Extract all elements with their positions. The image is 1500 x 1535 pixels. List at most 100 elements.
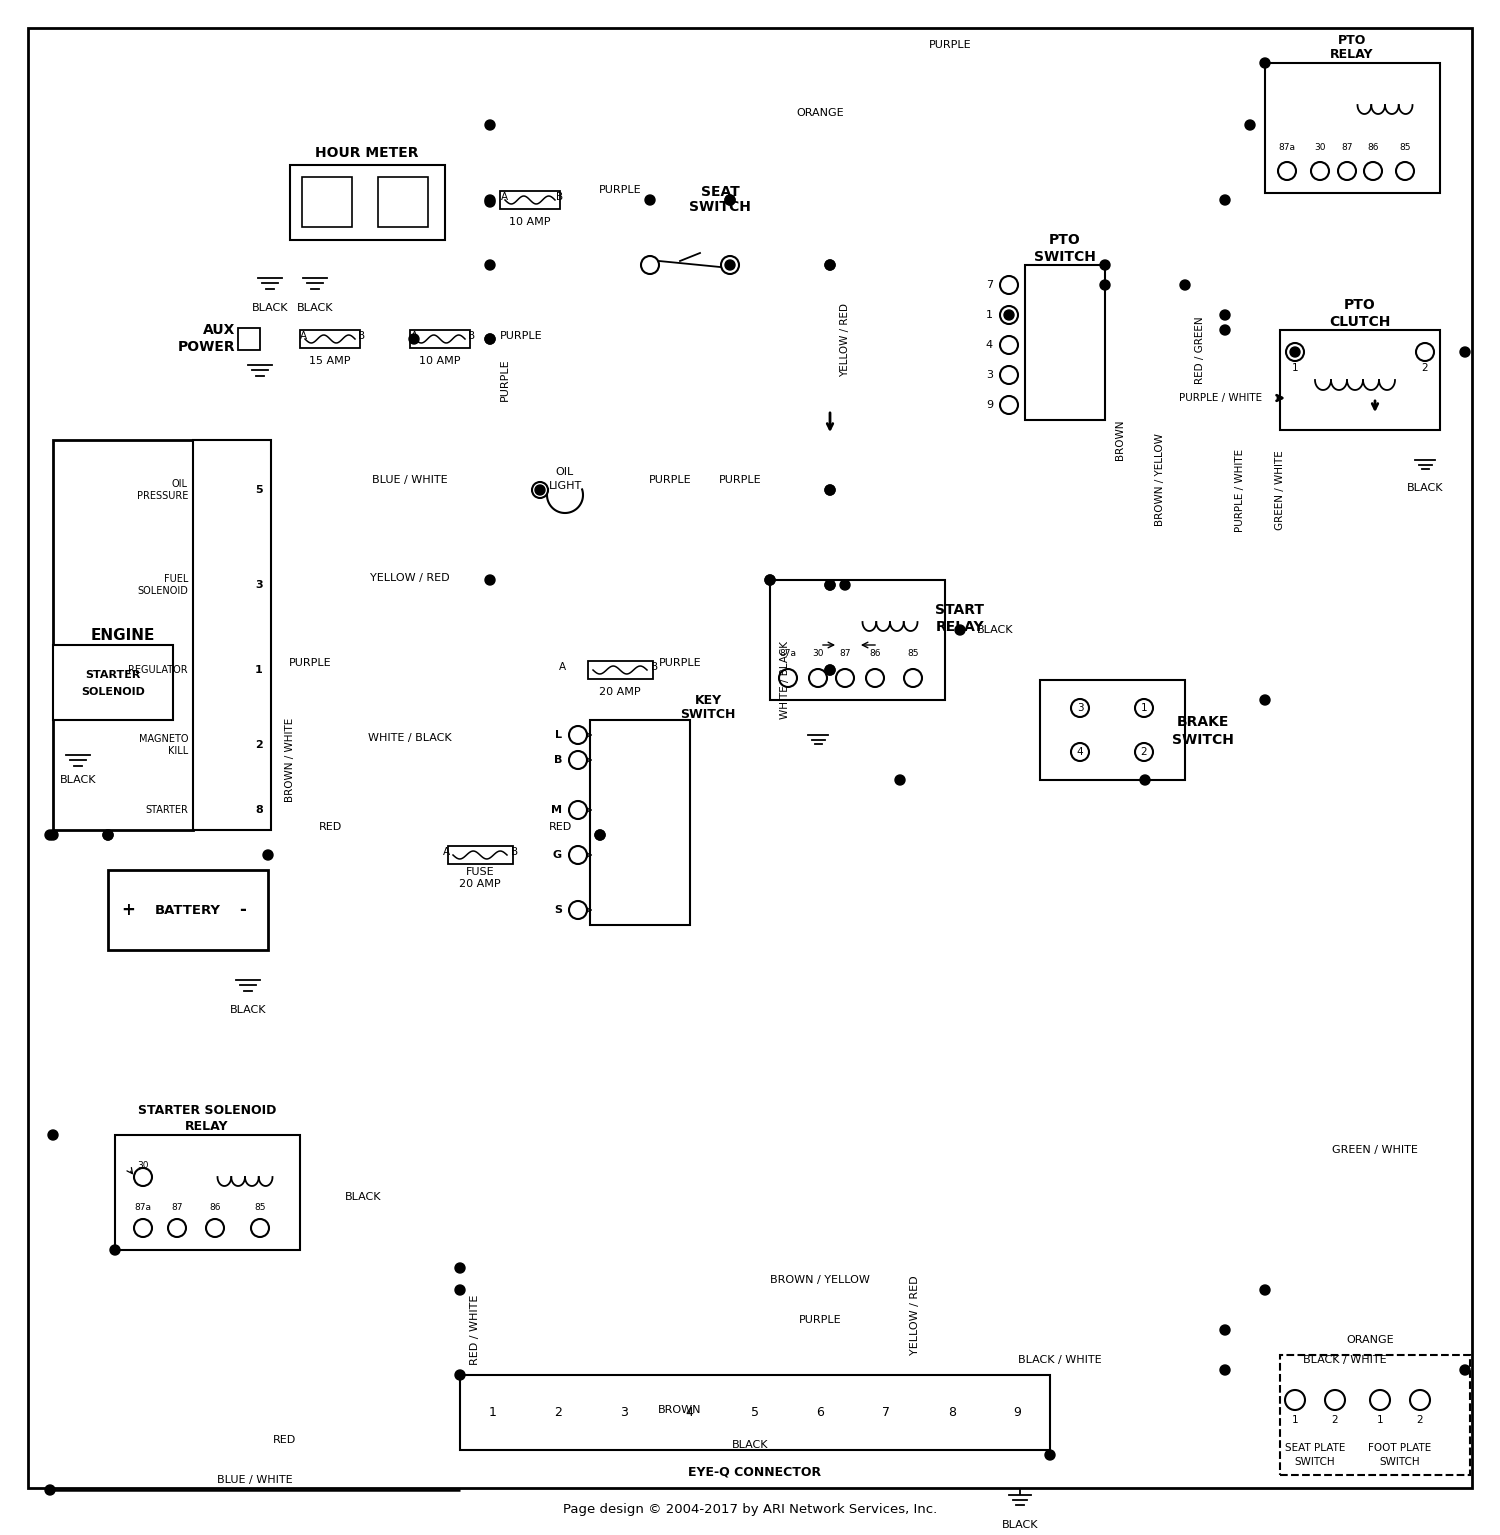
Text: OIL
PRESSURE: OIL PRESSURE	[136, 479, 188, 500]
Circle shape	[454, 1371, 465, 1380]
Text: BLACK: BLACK	[60, 775, 96, 784]
Text: 3: 3	[986, 370, 993, 381]
Bar	[410, 330, 470, 348]
Circle shape	[825, 485, 836, 494]
Text: RELAY: RELAY	[1330, 49, 1374, 61]
Circle shape	[104, 830, 112, 840]
Text: REGULATOR: REGULATOR	[129, 665, 188, 675]
Circle shape	[1071, 743, 1089, 761]
Text: 20 AMP: 20 AMP	[598, 688, 640, 697]
Circle shape	[825, 259, 836, 270]
Bar	[302, 177, 352, 227]
Text: PURPLE: PURPLE	[718, 474, 762, 485]
Text: RED: RED	[549, 823, 572, 832]
Text: LIGHT: LIGHT	[549, 480, 582, 491]
Circle shape	[484, 335, 495, 344]
Circle shape	[532, 482, 548, 497]
Text: 5: 5	[752, 1406, 759, 1418]
Circle shape	[1000, 336, 1018, 355]
Circle shape	[765, 576, 776, 585]
Circle shape	[724, 259, 735, 270]
Text: 3: 3	[1077, 703, 1083, 712]
Circle shape	[134, 1168, 152, 1187]
Text: 85: 85	[254, 1203, 266, 1213]
Circle shape	[1338, 163, 1356, 180]
Circle shape	[596, 830, 604, 840]
Text: 9: 9	[986, 401, 993, 410]
Circle shape	[1180, 279, 1190, 290]
Text: MAGNETO
KILL: MAGNETO KILL	[138, 734, 188, 755]
Text: RELAY: RELAY	[186, 1121, 228, 1133]
Bar	[108, 870, 268, 950]
Text: SWITCH: SWITCH	[1034, 250, 1096, 264]
Text: -: -	[240, 901, 246, 919]
Text: OIL: OIL	[556, 467, 574, 477]
Text: SWITCH: SWITCH	[1172, 734, 1234, 748]
Text: 1: 1	[489, 1406, 496, 1418]
Text: PURPLE / WHITE: PURPLE / WHITE	[1234, 448, 1245, 531]
Text: SWITCH: SWITCH	[1294, 1457, 1335, 1467]
Text: BLACK: BLACK	[732, 1440, 768, 1451]
Text: B: B	[556, 192, 564, 203]
Text: B: B	[512, 847, 519, 857]
Text: GREEN / WHITE: GREEN / WHITE	[1332, 1145, 1418, 1154]
Circle shape	[1220, 310, 1230, 319]
Circle shape	[1136, 743, 1154, 761]
Circle shape	[1260, 695, 1270, 705]
Circle shape	[484, 120, 495, 130]
Bar	[300, 330, 360, 348]
Text: 1: 1	[1292, 1415, 1299, 1424]
Circle shape	[825, 259, 836, 270]
Text: 2: 2	[1332, 1415, 1338, 1424]
Text: G: G	[554, 850, 562, 860]
Text: AUX: AUX	[202, 322, 236, 338]
Circle shape	[1278, 163, 1296, 180]
Text: GREEN / WHITE: GREEN / WHITE	[1275, 450, 1286, 530]
Circle shape	[536, 485, 544, 494]
Text: BROWN / WHITE: BROWN / WHITE	[285, 718, 296, 803]
Text: 30: 30	[138, 1160, 148, 1170]
Circle shape	[1245, 120, 1256, 130]
Text: SEAT PLATE: SEAT PLATE	[1286, 1443, 1346, 1454]
Text: 4: 4	[1077, 748, 1083, 757]
Text: PURPLE: PURPLE	[500, 359, 510, 401]
Text: RED / WHITE: RED / WHITE	[470, 1296, 480, 1365]
Text: 15 AMP: 15 AMP	[309, 356, 351, 365]
Text: STARTER: STARTER	[86, 669, 141, 680]
Text: BLACK: BLACK	[230, 1005, 267, 1015]
Text: 86: 86	[870, 648, 880, 657]
Circle shape	[1071, 698, 1089, 717]
Text: 10 AMP: 10 AMP	[509, 216, 550, 227]
Text: +: +	[122, 901, 135, 919]
Text: KEY: KEY	[694, 694, 721, 706]
Circle shape	[1004, 310, 1014, 319]
Circle shape	[568, 726, 586, 744]
Circle shape	[825, 580, 836, 589]
Circle shape	[722, 256, 740, 275]
Text: RED: RED	[273, 1435, 297, 1444]
Circle shape	[1140, 775, 1150, 784]
Bar	[1280, 1355, 1470, 1475]
Text: FUEL
SOLENOID: FUEL SOLENOID	[136, 574, 188, 596]
Circle shape	[1290, 347, 1300, 358]
Text: A: A	[558, 662, 566, 672]
Text: POWER: POWER	[177, 339, 236, 355]
Text: 6: 6	[816, 1406, 825, 1418]
Text: ORANGE: ORANGE	[796, 107, 844, 118]
Circle shape	[1396, 163, 1414, 180]
Text: Page design © 2004-2017 by ARI Network Services, Inc.: Page design © 2004-2017 by ARI Network S…	[562, 1503, 938, 1517]
Text: EYE-Q CONNECTOR: EYE-Q CONNECTOR	[688, 1466, 822, 1478]
Text: 87: 87	[171, 1203, 183, 1213]
Text: ORANGE: ORANGE	[1346, 1335, 1394, 1345]
Bar	[194, 441, 272, 830]
Text: M: M	[550, 804, 562, 815]
Circle shape	[1460, 1365, 1470, 1375]
Text: PTO: PTO	[1344, 298, 1376, 312]
Text: A: A	[442, 847, 450, 857]
Circle shape	[1410, 1391, 1430, 1411]
Text: 1: 1	[1377, 1415, 1383, 1424]
Circle shape	[765, 576, 776, 585]
Circle shape	[484, 576, 495, 585]
Bar	[460, 1375, 1050, 1451]
Circle shape	[48, 830, 58, 840]
